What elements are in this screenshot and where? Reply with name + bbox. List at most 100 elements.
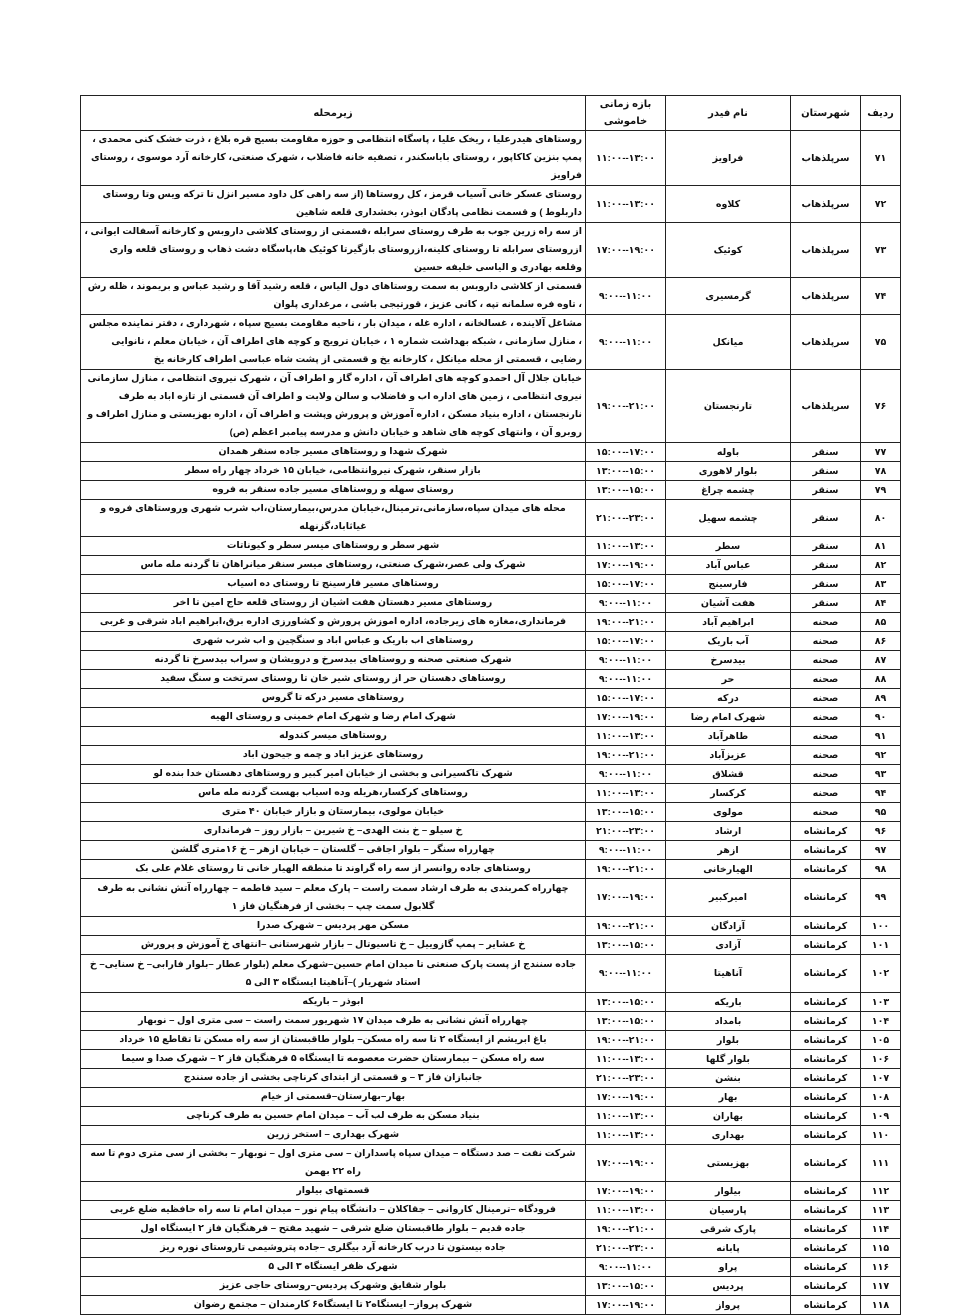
feeder-cell: قشلاق: [665, 764, 791, 784]
time-range: ۱۱:۰۰--۱۳:۰۰: [595, 1110, 656, 1122]
table-row: ۱۱۳ کرمانشاه پارسیان ۱۱:۰۰--۱۳:۰۰ فرودگاه –ت…: [80, 1200, 901, 1220]
table-row: ۹۹ کرمانشاه امیرکبیر ۱۷:۰۰--۱۹:۰۰ چهارراه کم…: [80, 878, 901, 917]
area-cell: قسمتی از کلاشی داروبس به سمت روستاهای دو…: [80, 277, 586, 315]
table-row: ۸۲ سنقر عباس آباد ۱۷:۰۰--۱۹:۰۰ شهرک ولی عصر،…: [80, 555, 901, 575]
city-cell: صحنه: [790, 631, 861, 651]
time-range: ۱۱:۰۰--۱۳:۰۰: [595, 787, 656, 799]
city-cell: کرمانشاه: [790, 1219, 861, 1239]
header-row: ردیف شهرستان نام فیدر بازه زمانی خاموشی …: [80, 95, 901, 131]
time-range: ۲۱:۰۰--۲۳:۰۰: [595, 1242, 656, 1254]
feeder-cell: فارسینج: [665, 574, 791, 594]
row-number: ۱۰۹: [860, 1106, 901, 1126]
feeder-cell: کوئیک: [665, 222, 791, 278]
time-cell: ۱۳:۰۰--۱۵:۰۰: [585, 461, 666, 481]
row-number: ۹۵: [860, 802, 901, 822]
feeder-cell: پابانه: [665, 1238, 791, 1258]
feeder-cell: فراویز: [665, 130, 791, 186]
feeder-cell: پرواز: [665, 1295, 791, 1315]
feeder-cell: شهرک امام رضا: [665, 707, 791, 727]
feeder-cell: پردیس: [665, 1276, 791, 1296]
feeder-cell: بلوار گلها: [665, 1049, 791, 1069]
time-cell: ۱۳:۰۰--۱۵:۰۰: [585, 480, 666, 500]
time-range: ۱۱:۰۰--۱۳:۰۰: [595, 198, 656, 210]
feeder-cell: کرکسار: [665, 783, 791, 803]
time-range: ۱۵:۰۰--۱۷:۰۰: [595, 635, 656, 647]
city-cell: سنقر: [790, 499, 861, 537]
feeder-cell: چشمه چراغ: [665, 480, 791, 500]
row-number: ۹۶: [860, 821, 901, 841]
row-number: ۷۷: [860, 442, 901, 462]
table-row: ۷۴ سرپلذهاب گرمسیری ۹:۰۰--۱۱:۰۰ قسمتی از کلا…: [80, 277, 901, 315]
city-cell: سنقر: [790, 574, 861, 594]
time-range: ۱۷:۰۰--۱۹:۰۰: [595, 244, 656, 256]
city-cell: کرمانشاه: [790, 1257, 861, 1277]
table-row: ۷۳ سرپلذهاب کوئیک ۱۷:۰۰--۱۹:۰۰ از سه راه زری…: [80, 222, 901, 278]
city-cell: صحنه: [790, 783, 861, 803]
row-number: ۷۸: [860, 461, 901, 481]
table-row: ۱۱۶ کرمانشاه پراو ۹:۰۰--۱۱:۰۰ شهرک ظفر ایستگ…: [80, 1257, 901, 1277]
feeder-cell: آزادی: [665, 935, 791, 955]
time-cell: ۱۹:۰۰--۲۱:۰۰: [585, 612, 666, 632]
area-cell: فرودگاه –ترمینال کاروانی – جقاکلان – دان…: [80, 1200, 586, 1220]
city-cell: سرپلذهاب: [790, 222, 861, 278]
table-row: ۱۰۲ کرمانشاه آناهیتا ۹:۰۰--۱۱:۰۰ جاده سنندج …: [80, 954, 901, 993]
area-cell: شهرک شهدا و روستاهای مسیر جاده سنقر همدا…: [80, 442, 586, 462]
feeder-cell: ارشاد: [665, 821, 791, 841]
feeder-cell: الهیارخانی: [665, 859, 791, 879]
feeder-cell: بلوار لاهوری: [665, 461, 791, 481]
table-row: ۹۴ صحنه کرکسار ۱۱:۰۰--۱۳:۰۰ روستاهای کرکسار،…: [80, 783, 901, 803]
time-range: ۹:۰۰--۱۱:۰۰: [598, 673, 653, 685]
time-cell: ۹:۰۰--۱۱:۰۰: [585, 840, 666, 860]
table-row: ۸۰ سنقر چشمه سهیل ۲۱:۰۰--۲۳:۰۰ محله های میدا…: [80, 499, 901, 537]
time-cell: ۱۷:۰۰--۱۹:۰۰: [585, 878, 666, 917]
time-range: ۱۳:۰۰--۱۵:۰۰: [595, 939, 656, 951]
row-number: ۸۶: [860, 631, 901, 651]
table-row: ۱۰۴ کرمانشاه بامداد ۱۳:۰۰--۱۵:۰۰ چهارراه آتش…: [80, 1011, 901, 1031]
area-cell: روستاهای میسر کندوله: [80, 726, 586, 746]
area-cell: خیابان مولوی، بیمارستان و بازار خیابان ۴…: [80, 802, 586, 822]
time-cell: ۱۷:۰۰--۱۹:۰۰: [585, 555, 666, 575]
time-range: ۱۹:۰۰--۲۱:۰۰: [595, 400, 656, 412]
time-cell: ۱۷:۰۰--۱۹:۰۰: [585, 1144, 666, 1182]
area-cell: شهرک ولی عصر،شهرک صنعتی، روستاهای میسر س…: [80, 555, 586, 575]
city-cell: صحنه: [790, 726, 861, 746]
time-range: ۱۹:۰۰--۲۱:۰۰: [595, 1034, 656, 1046]
time-cell: ۹:۰۰--۱۱:۰۰: [585, 764, 666, 784]
row-number: ۱۱۲: [860, 1181, 901, 1201]
city-cell: صحنه: [790, 764, 861, 784]
time-cell: ۱۹:۰۰--۲۱:۰۰: [585, 859, 666, 879]
table-row: ۱۰۰ کرمانشاه آزادگان ۱۹:۰۰--۲۱:۰۰ مسکن مهر پ…: [80, 916, 901, 936]
area-cell: روستاهای مسیر فارسینج تا روستای ده اسیاب: [80, 574, 586, 594]
table-row: ۹۱ صحنه طاهرآباد ۱۱:۰۰--۱۳:۰۰ روستاهای میسر …: [80, 726, 901, 746]
time-range: ۱۷:۰۰--۱۹:۰۰: [595, 1299, 656, 1311]
row-number: ۱۰۵: [860, 1030, 901, 1050]
time-cell: ۱۹:۰۰--۲۱:۰۰: [585, 1030, 666, 1050]
time-cell: ۱۷:۰۰--۱۹:۰۰: [585, 707, 666, 727]
table-row: ۱۰۳ کرمانشاه باریکه ۱۳:۰۰--۱۵:۰۰ ابوذر – بار…: [80, 992, 901, 1012]
time-cell: ۱۹:۰۰--۲۱:۰۰: [585, 745, 666, 765]
area-cell: مسکن مهر پردیس – شهرک صدرا: [80, 916, 586, 936]
time-cell: ۱۱:۰۰--۱۳:۰۰: [585, 1200, 666, 1220]
time-cell: ۱۱:۰۰--۱۳:۰۰: [585, 130, 666, 186]
area-cell: روستاهای کرکسار،هریله وده اسیاب بهست گرد…: [80, 783, 586, 803]
city-cell: صحنه: [790, 612, 861, 632]
feeder-cell: هفت آشیان: [665, 593, 791, 613]
table-row: ۹۳ صحنه قشلاق ۹:۰۰--۱۱:۰۰ شهرک تاکسیرانی و ب…: [80, 764, 901, 784]
time-cell: ۲۱:۰۰--۲۳:۰۰: [585, 821, 666, 841]
row-number: ۱۰۶: [860, 1049, 901, 1069]
time-range: ۱۱:۰۰--۱۳:۰۰: [595, 1204, 656, 1216]
area-cell: قسمتهای بیلوار: [80, 1181, 586, 1201]
table-row: ۹۲ صحنه عزیزآباد ۱۹:۰۰--۲۱:۰۰ روستاهای عزیز …: [80, 745, 901, 765]
outage-schedule-table: ردیف شهرستان نام فیدر بازه زمانی خاموشی …: [80, 95, 901, 1315]
city-cell: کرمانشاه: [790, 1011, 861, 1031]
feeder-cell: پارسیان: [665, 1200, 791, 1220]
city-cell: سنقر: [790, 480, 861, 500]
feeder-cell: چشمه سهیل: [665, 499, 791, 537]
time-cell: ۱۱:۰۰--۱۳:۰۰: [585, 536, 666, 556]
time-cell: ۱۱:۰۰--۱۳:۰۰: [585, 783, 666, 803]
time-cell: ۱۳:۰۰--۱۵:۰۰: [585, 992, 666, 1012]
city-cell: کرمانشاه: [790, 1106, 861, 1126]
feeder-cell: کلاوه: [665, 185, 791, 223]
time-cell: ۱۳:۰۰--۱۵:۰۰: [585, 802, 666, 822]
area-cell: روستاهای جاده روانسر از سه راه گراوند تا…: [80, 859, 586, 879]
